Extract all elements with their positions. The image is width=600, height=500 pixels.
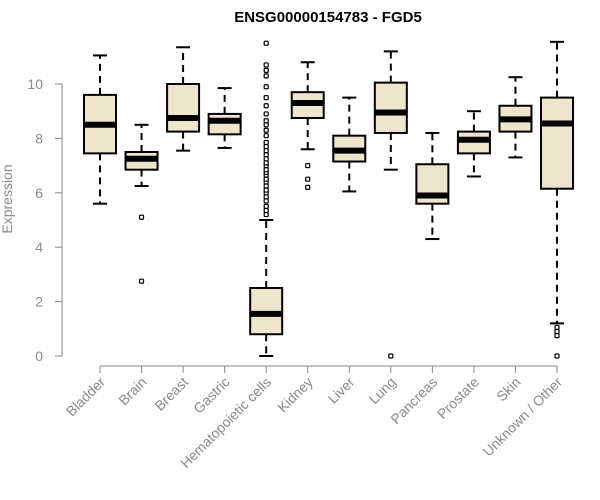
outlier-point: [263, 67, 269, 74]
outlier-point: [138, 214, 145, 220]
outlier-point: [263, 62, 269, 68]
outlier-point: [263, 122, 269, 128]
x-tick-label: Breast: [151, 374, 191, 414]
outlier-point: [263, 94, 269, 101]
x-tick-label: Unknown / Other: [480, 374, 566, 460]
outlier-point: [263, 133, 269, 139]
outlier-point: [305, 163, 311, 169]
box-iqr: [166, 83, 201, 133]
box-group: [124, 123, 159, 284]
outlier-point: [263, 143, 269, 150]
outlier-point: [263, 167, 269, 173]
box-group: [83, 54, 117, 205]
outlier-point: [138, 278, 145, 284]
outlier-point: [388, 353, 394, 359]
outlier-point: [554, 353, 560, 359]
box-iqr: [373, 81, 408, 134]
x-tick-label: Bladder: [63, 374, 109, 420]
y-tick-label: 10: [27, 76, 43, 92]
outlier-point: [263, 127, 269, 133]
outlier-point: [263, 198, 269, 204]
outlier-point: [263, 152, 269, 158]
y-tick-label: 8: [35, 130, 43, 146]
box-group: [332, 96, 367, 193]
box-group: [456, 110, 491, 178]
outlier-point: [263, 187, 269, 193]
x-tick-label: Skin: [493, 374, 524, 405]
outlier-point: [263, 183, 269, 189]
box-group: [166, 46, 201, 152]
plot-area: [83, 40, 574, 359]
box-group: [249, 40, 284, 357]
y-tick-label: 0: [35, 348, 43, 364]
box-group: [373, 50, 408, 359]
outlier-point: [263, 111, 269, 117]
x-tick-label: Brain: [115, 374, 149, 408]
outlier-point: [554, 328, 560, 335]
x-tick-label: Lung: [366, 374, 399, 407]
y-axis: 0 2 4 6 8 10: [27, 76, 63, 364]
box-group: [540, 40, 574, 359]
outlier-point: [305, 176, 311, 182]
outlier-point: [554, 333, 560, 339]
outlier-point: [263, 84, 269, 90]
box-group: [415, 131, 450, 241]
y-tick-label: 4: [35, 239, 43, 255]
outlier-point: [263, 160, 269, 166]
box-group: [498, 76, 533, 159]
y-tick-label: 2: [35, 294, 43, 310]
outlier-point: [305, 184, 311, 190]
outlier-point: [263, 211, 269, 218]
outlier-point: [263, 203, 269, 209]
outlier-point: [263, 194, 269, 200]
box-group: [290, 61, 325, 190]
outlier-point: [263, 118, 269, 124]
outlier-point: [263, 73, 269, 79]
outlier-point: [263, 139, 269, 146]
x-tick-label: Prostate: [434, 374, 482, 422]
x-tick-label: Kidney: [274, 374, 316, 416]
box-iqr: [540, 96, 574, 190]
outlier-point: [263, 156, 269, 162]
outlier-point: [263, 207, 269, 214]
outlier-point: [554, 324, 560, 331]
chart-title: ENSG00000154783 - FGD5: [234, 9, 422, 26]
outlier-point: [263, 40, 269, 46]
x-tick-label: Liver: [325, 374, 358, 407]
outlier-point: [263, 103, 269, 109]
y-tick-label: 6: [35, 185, 43, 201]
box-group: [207, 87, 242, 149]
outlier-point: [263, 176, 269, 182]
y-axis-label: Expression: [0, 164, 15, 233]
outlier-point: [263, 148, 269, 154]
box-iqr: [207, 112, 242, 136]
